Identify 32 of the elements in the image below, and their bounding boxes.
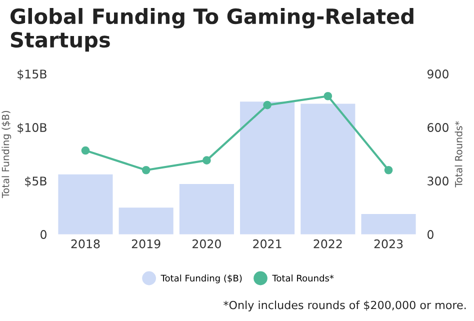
point — [81, 146, 90, 155]
x-tick-label: 2022 — [314, 239, 342, 248]
x-tick-label: 2021 — [253, 239, 282, 248]
y-tick-label: $5B — [25, 176, 46, 188]
bar — [300, 104, 356, 234]
text: *Only includes rounds of $200,000 or more. — [224, 300, 466, 312]
y-tick-label: $15B — [18, 69, 46, 80]
x-tick-label: 2020 — [192, 239, 221, 248]
point — [142, 166, 150, 174]
bar — [58, 174, 113, 234]
point — [263, 100, 272, 110]
legend-label: Total Rounds* — [272, 274, 334, 282]
y2-axis-title: Total Rounds* — [454, 121, 462, 188]
bar — [361, 214, 416, 234]
point — [384, 166, 393, 174]
bar — [118, 208, 174, 234]
y2-tick-label: 300 — [428, 176, 448, 186]
point — [324, 92, 332, 100]
legend-label: Total Funding ($B) — [160, 274, 242, 284]
y-tick-label: 0 — [40, 230, 46, 239]
x-tick-label: 2019 — [132, 239, 160, 248]
bar — [179, 184, 234, 234]
y-tick-label: $10B — [18, 122, 46, 134]
x-tick-label: 2018 — [71, 239, 100, 248]
y2-tick-label: 600 — [428, 123, 448, 132]
point — [202, 156, 211, 164]
y2-tick-label: 0 — [428, 230, 434, 239]
chart-title: Global Funding To Gaming-Related Startups — [10, 8, 414, 52]
y-axis-title: Total Funding ($B) — [2, 110, 12, 198]
bar — [240, 102, 295, 234]
x-tick-label: 2023 — [374, 239, 403, 248]
y2-tick-label: 900 — [427, 70, 448, 78]
